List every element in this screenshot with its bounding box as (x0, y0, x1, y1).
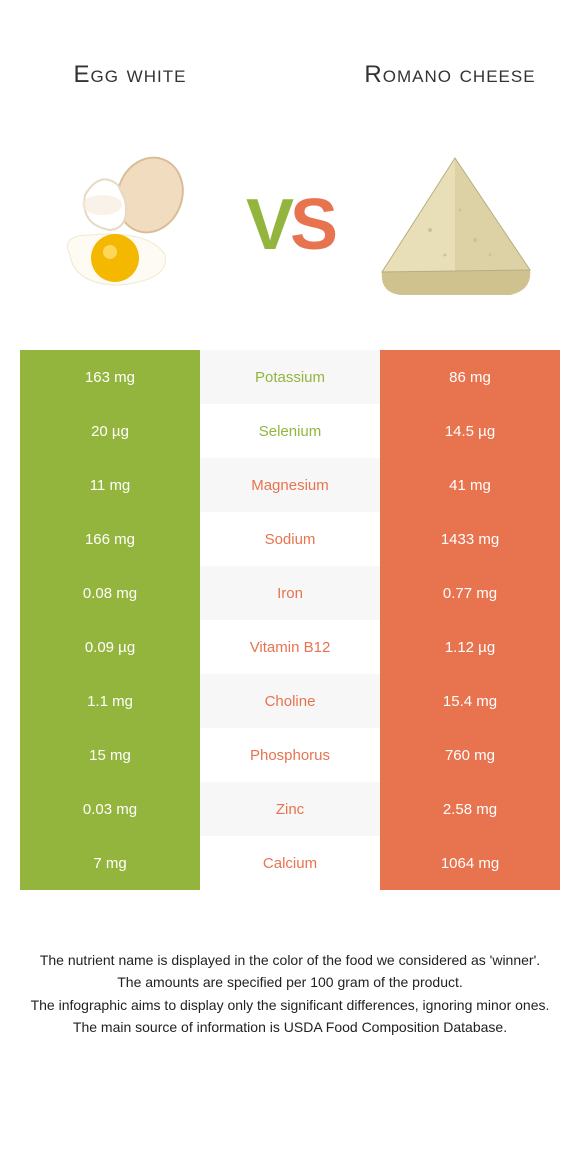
nutrient-label: Magnesium (200, 458, 380, 512)
food-image-right (360, 140, 550, 310)
nutrient-value-left: 163 mg (20, 350, 200, 404)
nutrient-value-left: 166 mg (20, 512, 200, 566)
nutrient-value-right: 0.77 mg (380, 566, 560, 620)
nutrient-value-left: 0.09 µg (20, 620, 200, 674)
nutrient-label: Choline (200, 674, 380, 728)
footer-line: The main source of information is USDA F… (30, 1017, 550, 1037)
nutrient-value-right: 14.5 µg (380, 404, 560, 458)
table-row: 163 mgPotassium86 mg (20, 350, 560, 404)
footer-line: The amounts are specified per 100 gram o… (30, 972, 550, 992)
vs-v: V (246, 189, 290, 261)
nutrient-value-right: 2.58 mg (380, 782, 560, 836)
nutrient-label: Iron (200, 566, 380, 620)
table-row: 166 mgSodium1433 mg (20, 512, 560, 566)
footer-notes: The nutrient name is displayed in the co… (30, 950, 550, 1037)
nutrient-value-left: 0.03 mg (20, 782, 200, 836)
nutrient-value-right: 1433 mg (380, 512, 560, 566)
nutrient-label: Phosphorus (200, 728, 380, 782)
vs-label: VS (246, 189, 334, 261)
footer-line: The nutrient name is displayed in the co… (30, 950, 550, 970)
table-row: 20 µgSelenium14.5 µg (20, 404, 560, 458)
nutrient-value-left: 11 mg (20, 458, 200, 512)
header-row: Egg white Romano cheese (0, 0, 580, 120)
table-row: 1.1 mgCholine15.4 mg (20, 674, 560, 728)
nutrient-value-right: 760 mg (380, 728, 560, 782)
nutrient-label: Vitamin B12 (200, 620, 380, 674)
nutrient-table: 163 mgPotassium86 mg20 µgSelenium14.5 µg… (20, 350, 560, 890)
food-title-left: Egg white (30, 61, 230, 89)
table-row: 0.03 mgZinc2.58 mg (20, 782, 560, 836)
nutrient-value-right: 15.4 mg (380, 674, 560, 728)
nutrient-value-right: 1.12 µg (380, 620, 560, 674)
vs-s: S (290, 189, 334, 261)
nutrient-value-left: 7 mg (20, 836, 200, 890)
images-row: VS (0, 120, 580, 340)
nutrient-label: Selenium (200, 404, 380, 458)
table-row: 11 mgMagnesium41 mg (20, 458, 560, 512)
nutrient-value-left: 20 µg (20, 404, 200, 458)
nutrient-value-right: 86 mg (380, 350, 560, 404)
nutrient-label: Potassium (200, 350, 380, 404)
table-row: 15 mgPhosphorus760 mg (20, 728, 560, 782)
footer-line: The infographic aims to display only the… (30, 995, 550, 1015)
nutrient-label: Calcium (200, 836, 380, 890)
table-row: 0.08 mgIron0.77 mg (20, 566, 560, 620)
nutrient-label: Sodium (200, 512, 380, 566)
food-title-right: Romano cheese (350, 61, 550, 89)
nutrient-value-right: 41 mg (380, 458, 560, 512)
nutrient-value-right: 1064 mg (380, 836, 560, 890)
nutrient-value-left: 15 mg (20, 728, 200, 782)
table-row: 7 mgCalcium1064 mg (20, 836, 560, 890)
nutrient-value-left: 1.1 mg (20, 674, 200, 728)
nutrient-value-left: 0.08 mg (20, 566, 200, 620)
food-image-left (30, 140, 220, 310)
nutrient-label: Zinc (200, 782, 380, 836)
infographic-container: Egg white Romano cheese VS (0, 0, 580, 1037)
table-row: 0.09 µgVitamin B121.12 µg (20, 620, 560, 674)
